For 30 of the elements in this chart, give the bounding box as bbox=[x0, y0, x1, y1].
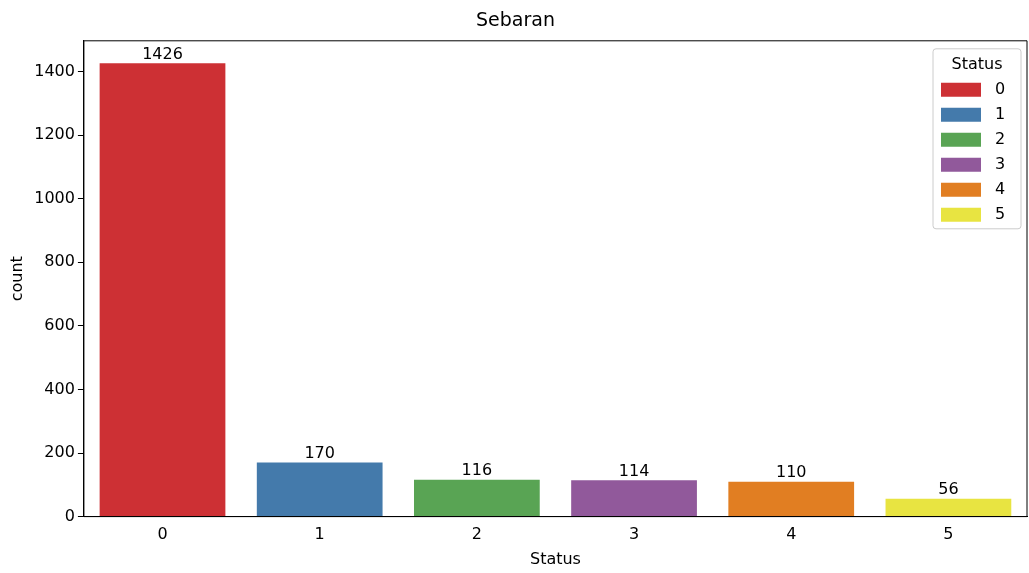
legend-label: 4 bbox=[995, 178, 1006, 198]
data-label: 56 bbox=[938, 478, 959, 498]
data-label: 110 bbox=[775, 461, 807, 481]
x-tick-label: 4 bbox=[786, 524, 797, 544]
legend-label: 3 bbox=[995, 153, 1006, 173]
y-tick-label: 800 bbox=[44, 251, 75, 271]
y-tick-label: 600 bbox=[44, 315, 75, 335]
y-tick-label: 400 bbox=[44, 378, 75, 398]
y-tick-label: 0 bbox=[64, 505, 75, 525]
y-tick-label: 1000 bbox=[34, 187, 75, 207]
chart-title: Sebaran bbox=[476, 8, 555, 31]
legend-label: 2 bbox=[995, 128, 1006, 148]
data-label: 114 bbox=[618, 460, 650, 480]
x-tick-label: 1 bbox=[314, 524, 325, 544]
x-tick-label: 3 bbox=[628, 524, 640, 544]
legend-title: Status bbox=[951, 53, 1003, 73]
legend-label: 5 bbox=[995, 203, 1006, 223]
x-axis-title: Status bbox=[529, 548, 581, 568]
data-label: 1426 bbox=[142, 43, 183, 63]
legend-label: 1 bbox=[995, 103, 1006, 123]
y-tick-label: 1400 bbox=[34, 60, 75, 80]
y-tick-label: 1200 bbox=[34, 124, 75, 144]
y-tick-label: 200 bbox=[44, 442, 75, 462]
y-axis-title: count bbox=[6, 256, 26, 302]
x-tick-label: 2 bbox=[471, 524, 482, 544]
legend-label: 0 bbox=[995, 78, 1006, 98]
data-label: 170 bbox=[304, 442, 335, 462]
data-label: 116 bbox=[461, 459, 493, 479]
x-tick-label: 0 bbox=[157, 524, 168, 544]
x-tick-label: 5 bbox=[943, 524, 954, 544]
